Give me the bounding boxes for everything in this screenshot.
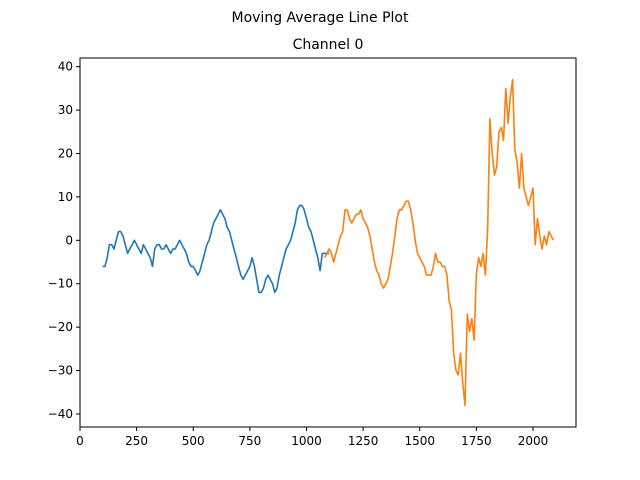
y-tick-label: 0 <box>65 233 73 247</box>
x-tick-label: 0 <box>76 434 84 448</box>
y-tick-label: 10 <box>58 190 73 204</box>
y-tick-label: 20 <box>58 147 73 161</box>
y-tick-label: −20 <box>48 320 73 334</box>
y-tick-label: −40 <box>48 407 73 421</box>
chart-title: Channel 0 <box>293 37 364 53</box>
plot-area <box>79 57 577 428</box>
series-line-0 <box>102 204 330 294</box>
y-tick-label: 30 <box>58 103 73 117</box>
series-line-1 <box>323 78 555 407</box>
x-tick-label: 250 <box>125 434 148 448</box>
y-tick-label: −10 <box>48 277 73 291</box>
x-tick-label: 500 <box>182 434 205 448</box>
figure-suptitle: Moving Average Line Plot <box>232 10 409 26</box>
y-tick-label: −30 <box>48 364 73 378</box>
x-axis: 0 250 500 750 1000 1250 1500 1750 2000 <box>76 427 548 448</box>
x-tick-label: 1500 <box>404 434 435 448</box>
y-axis: −40 −30 −20 −10 0 10 20 30 40 <box>48 60 80 421</box>
x-tick-label: 1750 <box>461 434 492 448</box>
x-tick-label: 1000 <box>291 434 322 448</box>
axes-frame <box>79 57 577 428</box>
x-tick-label: 750 <box>238 434 261 448</box>
x-tick-label: 1250 <box>348 434 379 448</box>
x-tick-label: 2000 <box>518 434 549 448</box>
series-layer <box>102 78 555 407</box>
y-tick-label: 40 <box>58 60 73 74</box>
